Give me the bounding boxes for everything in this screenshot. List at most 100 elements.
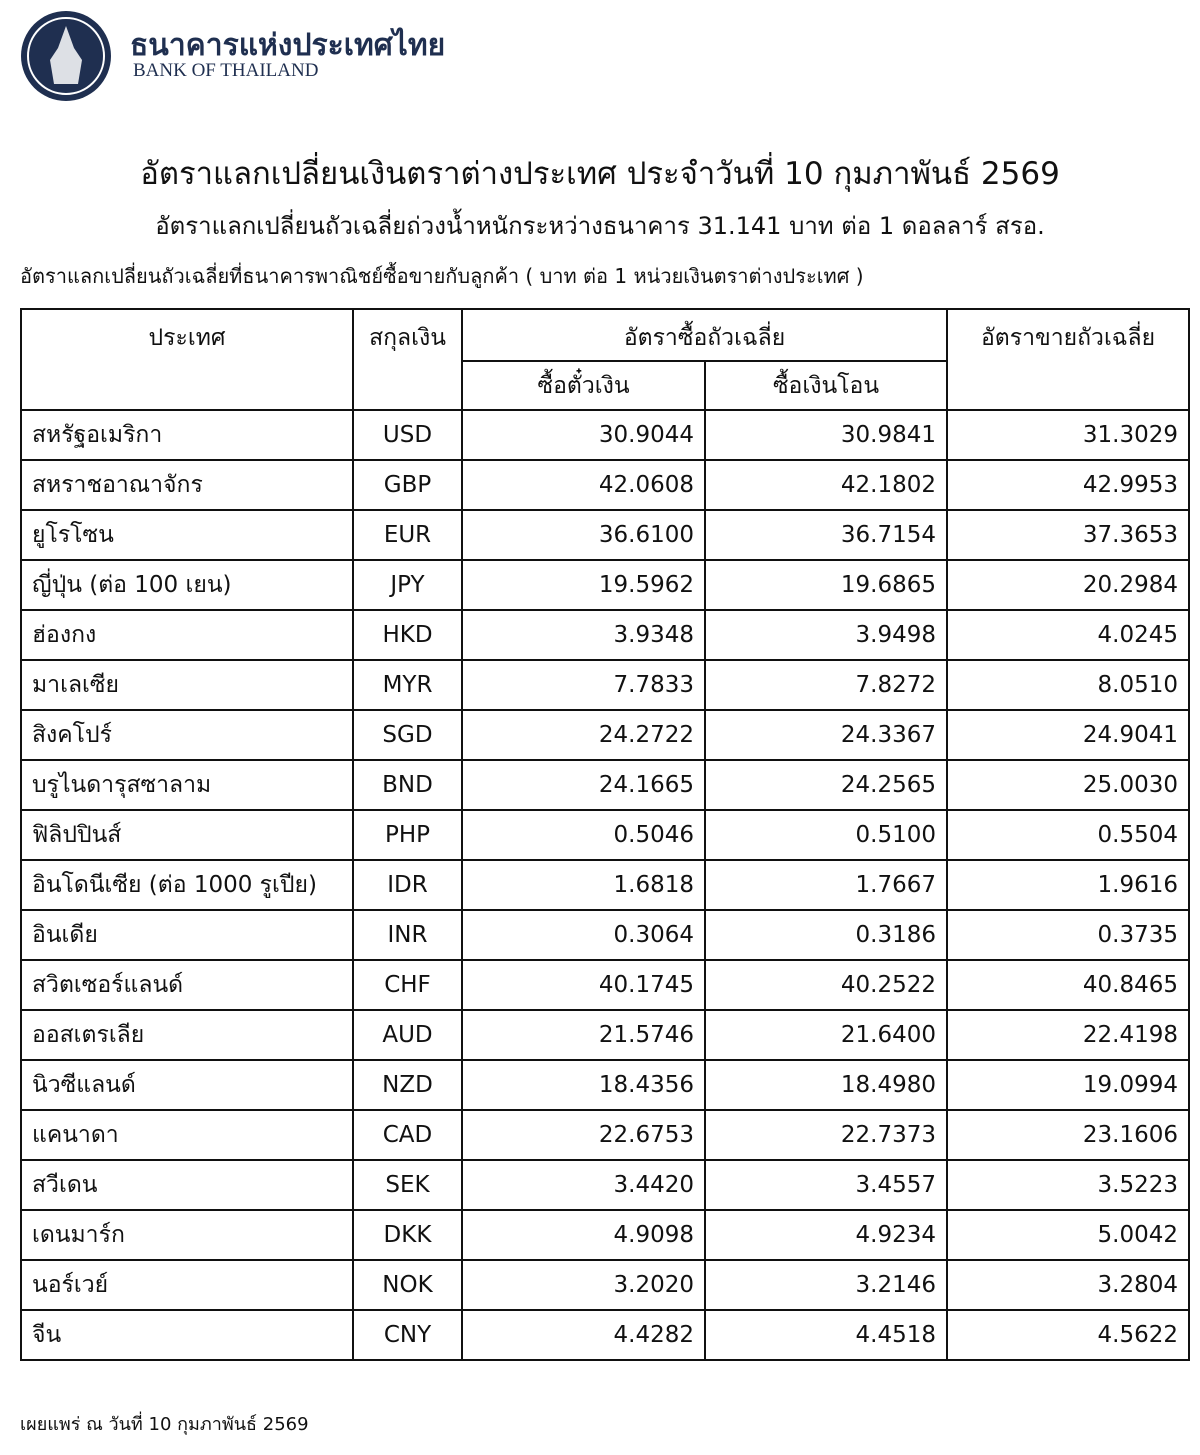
country-cell: มาเลเซีย [20,659,354,711]
sight-bill-cell: 3.2020 [461,1259,706,1311]
rate-table: ประเทศ สกุลเงิน อัตราซื้อถัวเฉลี่ย อัตรา… [20,308,1191,1361]
transfer-cell: 3.4557 [703,1159,949,1211]
header-cell: ซื้อเงินโอน [703,360,949,411]
logo [21,11,111,101]
transfer-cell: 3.9498 [703,609,949,661]
header-cell: ประเทศ [20,308,354,411]
data-row: อินเดีย INR 0.3064 0.3186 0.3735 [20,909,1191,961]
currency-cell: GBP [352,459,463,511]
data-row: สหรัฐอเมริกา USD 30.9044 30.9841 31.3029 [20,409,1191,461]
data-row: สวิตเซอร์แลนด์ CHF 40.1745 40.2522 40.8465 [20,959,1191,1011]
currency-cell: HKD [352,609,463,661]
selling-cell: 22.4198 [946,1009,1191,1061]
sight-bill-cell: 3.4420 [461,1159,706,1211]
currency-cell: JPY [352,559,463,611]
selling-cell: 3.5223 [946,1159,1191,1211]
currency-cell: NZD [352,1059,463,1111]
data-row: นอร์เวย์ NOK 3.2020 3.2146 3.2804 [20,1259,1191,1311]
transfer-cell: 42.1802 [703,459,949,511]
currency-cell: EUR [352,509,463,561]
header-row: ซื้อตั๋วเงิน ซื้อเงินโอน [21,360,1189,411]
selling-cell: 1.9616 [946,859,1191,911]
selling-cell: 20.2984 [946,559,1191,611]
country-cell: สวิตเซอร์แลนด์ [20,959,354,1011]
selling-cell: 3.2804 [946,1259,1191,1311]
country-cell: ยูโรโซน [20,509,354,561]
currency-cell: IDR [352,859,463,911]
header-cell: อัตราซื้อถัวเฉลี่ย [460,308,949,362]
selling-cell: 19.0994 [946,1059,1191,1111]
data-row: ฟิลิปปินส์ PHP 0.5046 0.5100 0.5504 [20,809,1191,861]
data-row: มาเลเซีย MYR 7.7833 7.8272 8.0510 [20,659,1191,711]
selling-cell: 0.3735 [946,909,1191,961]
country-cell: สวีเดน [20,1159,354,1211]
transfer-cell: 24.3367 [703,709,949,761]
selling-cell: 8.0510 [946,659,1191,711]
sight-bill-cell: 0.5046 [461,809,706,861]
org-name-th: ธนาคารแห่งประเทศไทย [130,28,446,63]
header-row: ประเทศ สกุลเงิน อัตราซื้อถัวเฉลี่ย อัตรา… [20,308,1191,411]
currency-cell: BND [352,759,463,811]
currency-cell: INR [352,909,463,961]
header-cell: อัตราขายถัวเฉลี่ย [946,308,1191,411]
data-row: อินโดนีเซีย (ต่อ 1000 รูเปีย) IDR 1.6818 1.… [20,859,1191,911]
country-cell: สหราชอาณาจักร [20,459,354,511]
header-cell: สกุลเงิน [352,308,463,411]
country-cell: ฟิลิปปินส์ [20,809,354,861]
sight-bill-cell: 24.1665 [461,759,706,811]
sight-bill-cell: 4.4282 [461,1309,706,1361]
transfer-cell: 19.6865 [703,559,949,611]
country-cell: นอร์เวย์ [20,1259,354,1311]
transfer-cell: 0.3186 [703,909,949,961]
country-cell: สิงคโปร์ [20,709,354,761]
selling-cell: 42.9953 [946,459,1191,511]
data-row: สิงคโปร์ SGD 24.2722 24.3367 24.9041 [20,709,1191,761]
data-row: แคนาดา CAD 22.6753 22.7373 23.1606 [20,1109,1191,1161]
transfer-cell: 4.9234 [703,1209,949,1261]
sight-bill-cell: 18.4356 [461,1059,706,1111]
data-row: ออสเตรเลีย AUD 21.5746 21.6400 22.4198 [20,1009,1191,1061]
country-cell: อินเดีย [20,909,354,961]
currency-cell: AUD [352,1009,463,1061]
data-row: สวีเดน SEK 3.4420 3.4557 3.5223 [20,1159,1191,1211]
transfer-cell: 0.5100 [703,809,949,861]
currency-cell: NOK [352,1259,463,1311]
sight-bill-cell: 21.5746 [461,1009,706,1061]
data-row: บรูไนดารุสซาลาม BND 24.1665 24.2565 25.0030 [20,759,1191,811]
sight-bill-cell: 36.6100 [461,509,706,561]
sight-bill-cell: 1.6818 [461,859,706,911]
transfer-cell: 22.7373 [703,1109,949,1161]
transfer-cell: 24.2565 [703,759,949,811]
footer: เผยแพร่ ณ วันที่ 10 กุมภาพันธ์ 2569 [20,1414,309,1435]
country-cell: ญี่ปุ่น (ต่อ 100 เยน) [20,559,354,611]
transfer-cell: 36.7154 [703,509,949,561]
header-cell: ซื้อตั๋วเงิน [461,360,706,411]
selling-cell: 4.0245 [946,609,1191,661]
currency-cell: USD [352,409,463,461]
sight-bill-cell: 42.0608 [461,459,706,511]
currency-cell: SEK [352,1159,463,1211]
country-cell: อินโดนีเซีย (ต่อ 1000 รูเปีย) [20,859,354,911]
country-cell: แคนาดา [20,1109,354,1161]
note: อัตราแลกเปลี่ยนถัวเฉลี่ยที่ธนาคารพาณิชย์… [20,264,864,288]
currency-cell: DKK [352,1209,463,1261]
sight-bill-cell: 4.9098 [461,1209,706,1261]
transfer-cell: 1.7667 [703,859,949,911]
transfer-cell: 3.2146 [703,1259,949,1311]
selling-cell: 5.0042 [946,1209,1191,1261]
currency-cell: CNY [352,1309,463,1361]
transfer-cell: 40.2522 [703,959,949,1011]
transfer-cell: 4.4518 [703,1309,949,1361]
sight-bill-cell: 7.7833 [461,659,706,711]
country-cell: ฮ่องกง [20,609,354,661]
selling-cell: 24.9041 [946,709,1191,761]
sight-bill-cell: 30.9044 [461,409,706,461]
currency-cell: SGD [352,709,463,761]
country-cell: นิวซีแลนด์ [20,1059,354,1111]
transfer-cell: 7.8272 [703,659,949,711]
selling-cell: 25.0030 [946,759,1191,811]
currency-cell: CHF [352,959,463,1011]
selling-cell: 4.5622 [946,1309,1191,1361]
